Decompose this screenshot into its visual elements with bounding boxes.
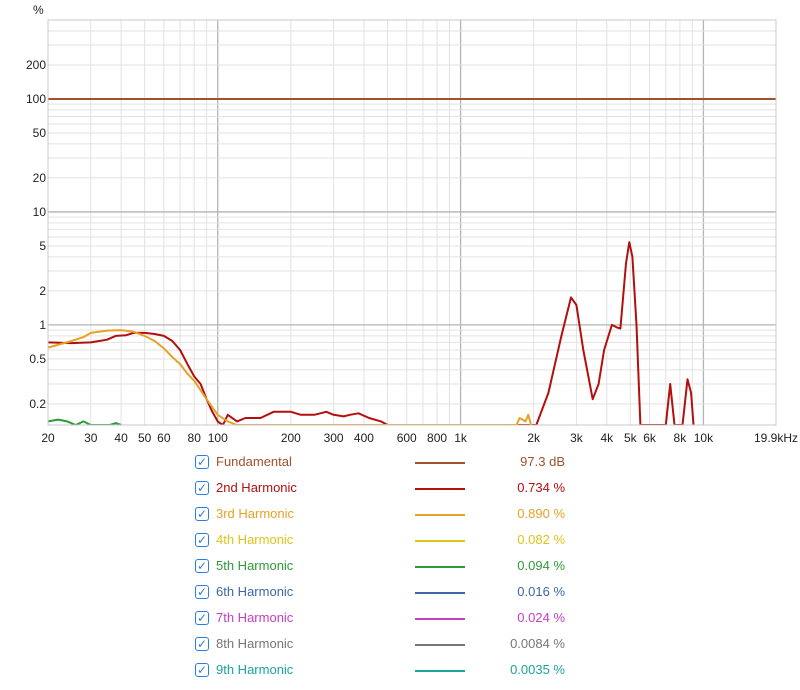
x-tick-label: 19.9kHz [754, 431, 798, 445]
series-line-5th-harmonic [48, 418, 122, 425]
x-tick-label: 30 [84, 431, 98, 445]
x-tick-label: 6k [643, 431, 657, 445]
y-tick-label: 50 [33, 126, 47, 140]
chart-plot-area [48, 98, 776, 425]
y-tick-label: 200 [26, 58, 46, 72]
x-tick-label: 4k [600, 431, 614, 445]
legend-item-fundamental: ✓ Fundamental 97.3 dB [195, 453, 795, 473]
legend-item-4th-harmonic: ✓ 4th Harmonic 0.082 % [195, 531, 795, 551]
x-tick-label: 400 [354, 431, 374, 445]
legend-label: 4th Harmonic [216, 532, 294, 547]
y-tick-label: 0.2 [29, 397, 46, 411]
legend-label: Fundamental [216, 454, 292, 469]
y-tick-label: 1 [39, 318, 46, 332]
legend-swatch [415, 462, 465, 464]
legend-value: 0.734 % [517, 480, 565, 495]
x-tick-label: 3k [570, 431, 584, 445]
x-tick-label: 100 [208, 431, 228, 445]
legend-value: 0.0084 % [510, 636, 565, 651]
legend-checkbox-4th-harmonic[interactable]: ✓ [195, 533, 209, 547]
chart-tick-labels: 20 30 40 50 60 80 100 200 300 400 600 800 1k 2k 3k 4k 5k… [26, 58, 798, 445]
y-tick-label: 100 [26, 92, 46, 106]
legend-swatch [415, 670, 465, 672]
distortion-chart: % 20 30 40 50 60 80 100 200 300 400 600 800 1k 2k 3k 4k… [26, 3, 798, 445]
legend-label: 2nd Harmonic [216, 480, 297, 495]
x-tick-label: 80 [188, 431, 202, 445]
legend-item-5th-harmonic: ✓ 5th Harmonic 0.094 % [195, 557, 795, 577]
x-tick-label: 50 [138, 431, 152, 445]
legend-value: 0.094 % [517, 558, 565, 573]
legend-label: 5th Harmonic [216, 558, 294, 573]
x-tick-label: 40 [114, 431, 128, 445]
legend-checkbox-7th-harmonic[interactable]: ✓ [195, 611, 209, 625]
x-tick-label: 60 [157, 431, 171, 445]
legend-swatch [415, 566, 465, 568]
chart-grid [47, 19, 776, 425]
chart-series [48, 98, 776, 425]
x-tick-label: 1k [454, 431, 468, 445]
y-unit-label: % [33, 3, 44, 17]
legend-swatch [415, 514, 465, 516]
y-tick-label: 5 [39, 239, 46, 253]
x-tick-label: 20 [41, 431, 55, 445]
legend-value: 0.082 % [517, 532, 565, 547]
legend-label: 3rd Harmonic [216, 506, 295, 521]
y-tick-label: 20 [33, 171, 47, 185]
legend-label: 7th Harmonic [216, 610, 294, 625]
legend-checkbox-3rd-harmonic[interactable]: ✓ [195, 507, 209, 521]
x-tick-label: 2k [527, 431, 541, 445]
y-tick-label: 2 [39, 284, 46, 298]
series-line-3rd-harmonic [48, 329, 532, 425]
series-line-2nd-harmonic [48, 241, 695, 425]
legend-swatch [415, 540, 465, 542]
x-tick-label: 800 [427, 431, 447, 445]
legend-swatch [415, 592, 465, 594]
y-tick-label: 10 [33, 205, 47, 219]
legend-item-8th-harmonic: ✓ 8th Harmonic 0.0084 % [195, 635, 795, 655]
legend-checkbox-2nd-harmonic[interactable]: ✓ [195, 481, 209, 495]
plot-frame [47, 19, 777, 426]
x-tick-label: 600 [397, 431, 417, 445]
legend-item-7th-harmonic: ✓ 7th Harmonic 0.024 % [195, 609, 795, 629]
legend-item-6th-harmonic: ✓ 6th Harmonic 0.016 % [195, 583, 795, 603]
legend-value: 0.890 % [517, 506, 565, 521]
legend-checkbox-9th-harmonic[interactable]: ✓ [195, 663, 209, 677]
legend-checkbox-5th-harmonic[interactable]: ✓ [195, 559, 209, 573]
legend-checkbox-6th-harmonic[interactable]: ✓ [195, 585, 209, 599]
legend-swatch [415, 618, 465, 620]
x-tick-label: 8k [674, 431, 688, 445]
y-tick-label: 0.5 [29, 352, 46, 366]
legend-value: 0.016 % [517, 584, 565, 599]
legend-item-3rd-harmonic: ✓ 3rd Harmonic 0.890 % [195, 505, 795, 525]
legend-label: 8th Harmonic [216, 636, 294, 651]
x-tick-label: 5k [624, 431, 638, 445]
legend-checkbox-fundamental[interactable]: ✓ [195, 455, 209, 469]
x-tick-label: 10k [694, 431, 714, 445]
x-tick-label: 200 [281, 431, 301, 445]
legend-value: 0.024 % [517, 610, 565, 625]
legend-item-9th-harmonic: ✓ 9th Harmonic 0.0035 % [195, 661, 795, 681]
legend-value: 97.3 dB [520, 454, 565, 469]
legend-value: 0.0035 % [510, 662, 565, 677]
legend-label: 9th Harmonic [216, 662, 294, 677]
legend-checkbox-8th-harmonic[interactable]: ✓ [195, 637, 209, 651]
legend-swatch [415, 644, 465, 646]
legend-item-2nd-harmonic: ✓ 2nd Harmonic 0.734 % [195, 479, 795, 499]
legend-label: 6th Harmonic [216, 584, 294, 599]
legend-swatch [415, 488, 465, 490]
x-tick-label: 300 [324, 431, 344, 445]
